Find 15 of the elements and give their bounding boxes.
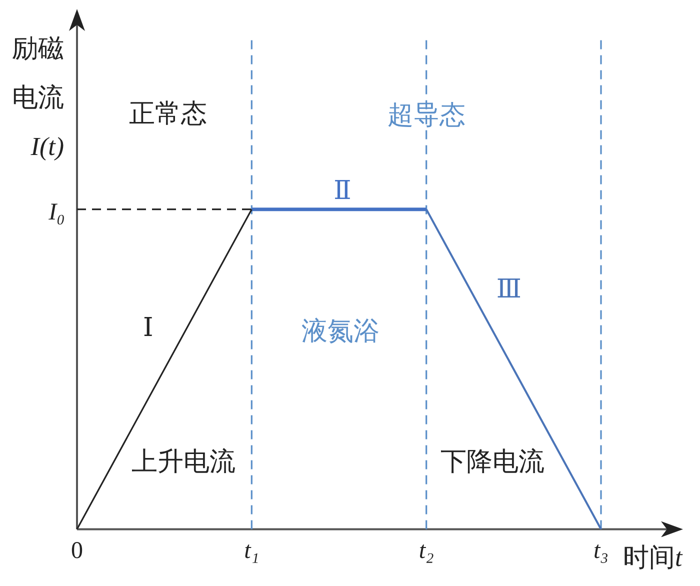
x-tick-label: 0 <box>71 538 83 564</box>
x-tick-label: t₂ <box>418 538 434 564</box>
series-label: Ⅱ <box>334 176 352 206</box>
x-tick-label: t₁ <box>244 538 260 564</box>
text: 正常态 <box>128 98 207 128</box>
text: 超导态 <box>387 100 466 130</box>
series-label: Ⅲ <box>496 274 522 304</box>
ref-line-label: I₀ <box>48 200 66 226</box>
annotation: 液氮浴 <box>302 316 380 346</box>
series-label: Ⅰ <box>143 313 154 342</box>
annotation: 下降电流 <box>440 447 545 476</box>
annotation: 上升电流 <box>132 447 236 476</box>
x-axis-title: 时间t <box>623 543 683 572</box>
y-axis-title: 励磁电流I(t) <box>12 34 64 161</box>
x-tick-label: t₃ <box>593 538 609 564</box>
